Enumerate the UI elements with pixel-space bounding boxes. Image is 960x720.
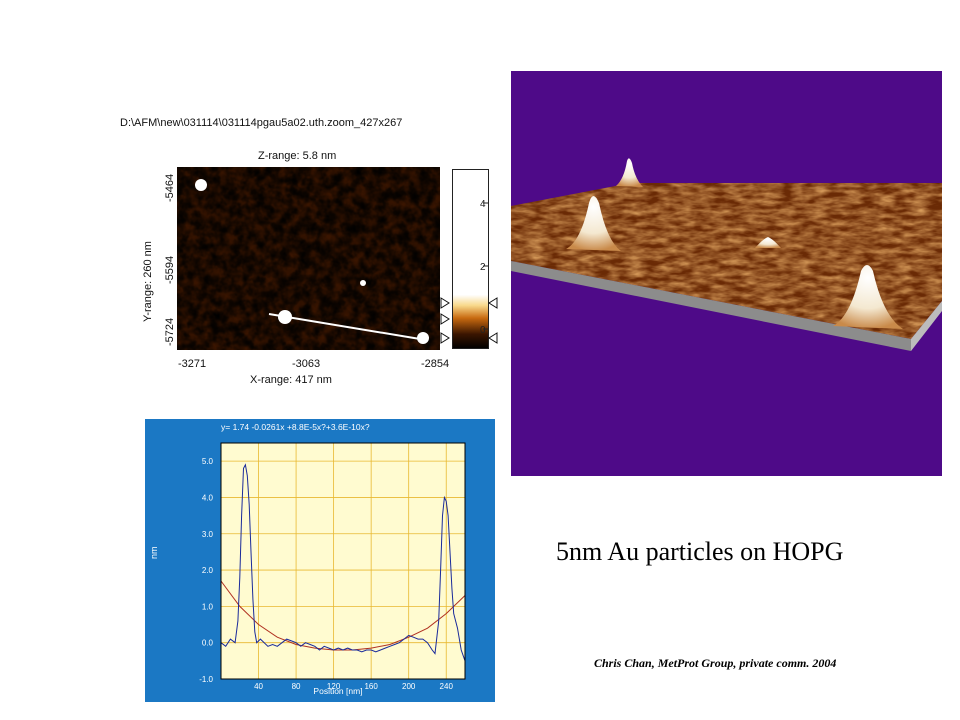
x-tick-left: -3271 xyxy=(178,358,207,370)
z-color-scale: 4 2 0 xyxy=(452,169,489,349)
profile-y-tick: 1.0 xyxy=(202,602,214,611)
plot-frame xyxy=(220,442,466,680)
afm-topography-image xyxy=(177,167,440,350)
y-range-label: Y-range: 260 nm xyxy=(142,241,154,322)
profile-equation: y= 1.74 -0.0261x +8.8E-5x?+3.6E-10x? xyxy=(221,422,370,432)
particle-peak-2 xyxy=(616,158,643,187)
profile-y-tick: 4.0 xyxy=(202,493,214,502)
profile-y-axis-label: nm xyxy=(149,546,159,559)
height-profile-panel: y= 1.74 -0.0261x +8.8E-5x?+3.6E-10x? Pos… xyxy=(145,419,495,702)
profile-x-tick: 40 xyxy=(254,682,263,691)
profile-y-tick: 2.0 xyxy=(202,566,214,575)
afm-3d-render xyxy=(511,71,942,476)
profile-y-tick: 0.0 xyxy=(202,639,214,648)
profile-x-tick: 200 xyxy=(402,682,416,691)
colorbar-tick-0: 0 xyxy=(480,325,486,336)
particle-peak-4 xyxy=(833,265,903,329)
x-range-label: X-range: 417 nm xyxy=(250,374,332,386)
particle-peak-3 xyxy=(755,237,781,248)
y-tick-bottom: -5724 xyxy=(164,317,176,346)
x-tick-right: -2854 xyxy=(421,358,450,370)
marker-left-1 xyxy=(440,297,450,309)
y-tick-top: -5464 xyxy=(164,173,176,202)
colorbar-tick-4: 4 xyxy=(480,199,486,210)
surface-side-edge xyxy=(911,301,942,351)
colorbar-markers xyxy=(440,297,498,344)
profile-x-axis-label: Position [nm] xyxy=(313,686,362,696)
profile-y-tick: 5.0 xyxy=(202,457,214,466)
profile-x-tick: 80 xyxy=(292,682,301,691)
marker-right-1 xyxy=(488,297,498,309)
figure-caption: 5nm Au particles on HOPG xyxy=(556,537,844,566)
z-range-label: Z-range: 5.8 nm xyxy=(258,150,337,162)
colorbar-tick-2: 2 xyxy=(480,262,486,273)
file-path-label: D:\AFM\new\031114\031114pgau5a02.uth.zoo… xyxy=(120,117,403,129)
marker-right-2 xyxy=(488,332,498,344)
profile-x-tick: 120 xyxy=(327,682,341,691)
particle-peak-1 xyxy=(566,196,621,251)
marker-left-2 xyxy=(440,313,450,325)
marker-left-3 xyxy=(440,332,450,344)
profile-x-tick: 160 xyxy=(364,682,378,691)
x-tick-mid: -3063 xyxy=(292,358,321,370)
series-height-profile xyxy=(220,463,466,661)
profile-y-tick: -1.0 xyxy=(199,675,213,684)
profile-y-tick: 3.0 xyxy=(202,530,214,539)
profile-x-tick: 240 xyxy=(440,682,454,691)
surface-front-edge xyxy=(511,261,911,351)
y-tick-mid: -5594 xyxy=(164,255,176,284)
figure-credit: Chris Chan, MetProt Group, private comm.… xyxy=(594,656,837,670)
